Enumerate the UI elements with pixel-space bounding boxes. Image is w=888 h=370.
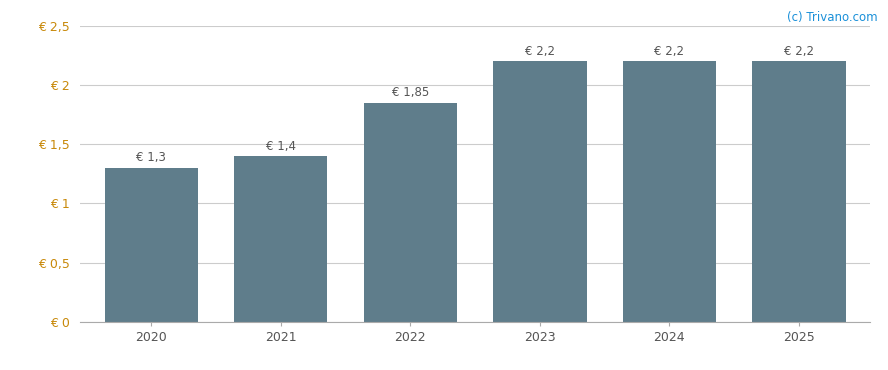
Text: € 1,85: € 1,85 (392, 86, 429, 99)
Bar (364, 103, 457, 322)
Bar (752, 61, 845, 322)
Text: € 1,4: € 1,4 (266, 139, 296, 152)
Bar (234, 156, 328, 322)
Text: € 2,2: € 2,2 (525, 45, 555, 58)
Bar (622, 61, 716, 322)
Text: € 2,2: € 2,2 (654, 45, 685, 58)
Text: (c) Trivano.com: (c) Trivano.com (787, 11, 877, 24)
Bar (493, 61, 586, 322)
Bar (105, 168, 198, 322)
Text: € 1,3: € 1,3 (136, 151, 166, 164)
Text: € 2,2: € 2,2 (784, 45, 814, 58)
